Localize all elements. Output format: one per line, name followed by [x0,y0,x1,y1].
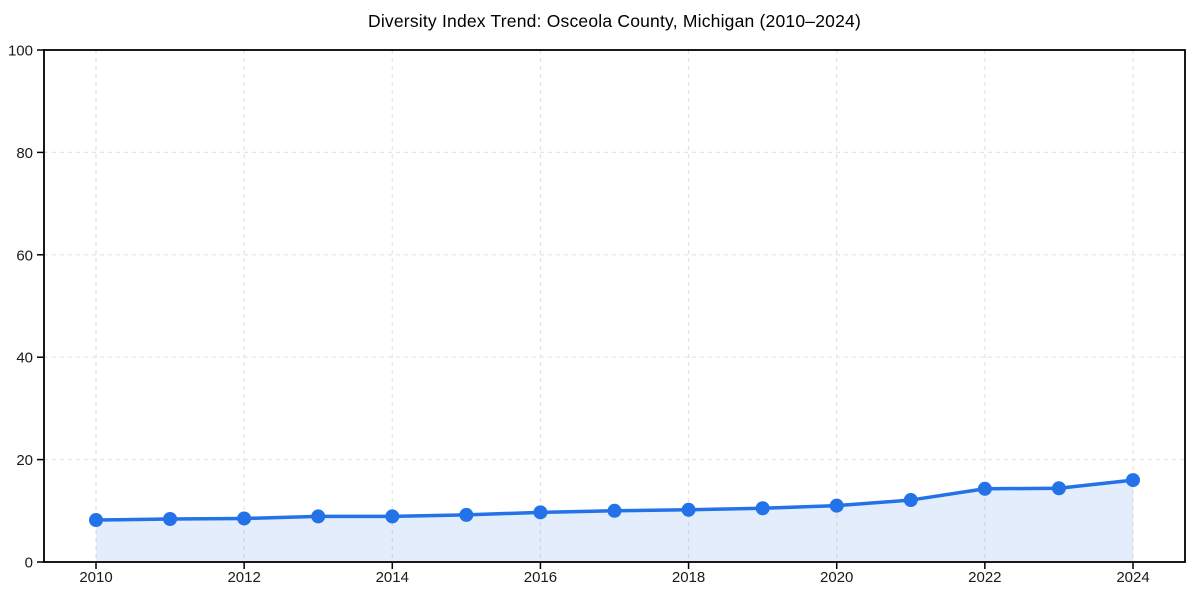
data-point [237,511,252,526]
x-tick-label: 2016 [524,569,557,586]
data-point [1126,473,1140,488]
data-point [681,502,696,517]
y-tick-label: 20 [16,452,33,469]
data-point [459,507,474,522]
plot-border [43,49,1186,563]
y-tick-label: 40 [16,350,33,367]
x-tick-label: 2018 [672,569,705,586]
data-point [829,498,844,513]
x-tick-label: 2010 [79,569,112,586]
y-tick-label: 80 [16,145,33,162]
x-tick-label: 2012 [227,569,260,586]
data-point [755,501,770,516]
data-point [385,509,400,524]
x-tick-label: 2020 [820,569,853,586]
data-point [89,513,103,528]
data-point [311,509,326,524]
data-point [533,505,548,520]
data-point [1051,481,1066,496]
data-point [607,503,622,518]
data-point [977,481,992,496]
x-tick-label: 2024 [1116,569,1149,586]
y-tick-label: 0 [25,555,33,572]
y-tick-label: 60 [16,247,33,264]
chart-title: Diversity Index Trend: Osceola County, M… [368,11,861,31]
data-point [903,493,918,508]
area-fill [96,480,1133,562]
x-tick-label: 2014 [376,569,409,586]
x-tick-label: 2022 [968,569,1001,586]
y-tick-label: 100 [8,43,33,60]
data-point [163,511,178,526]
